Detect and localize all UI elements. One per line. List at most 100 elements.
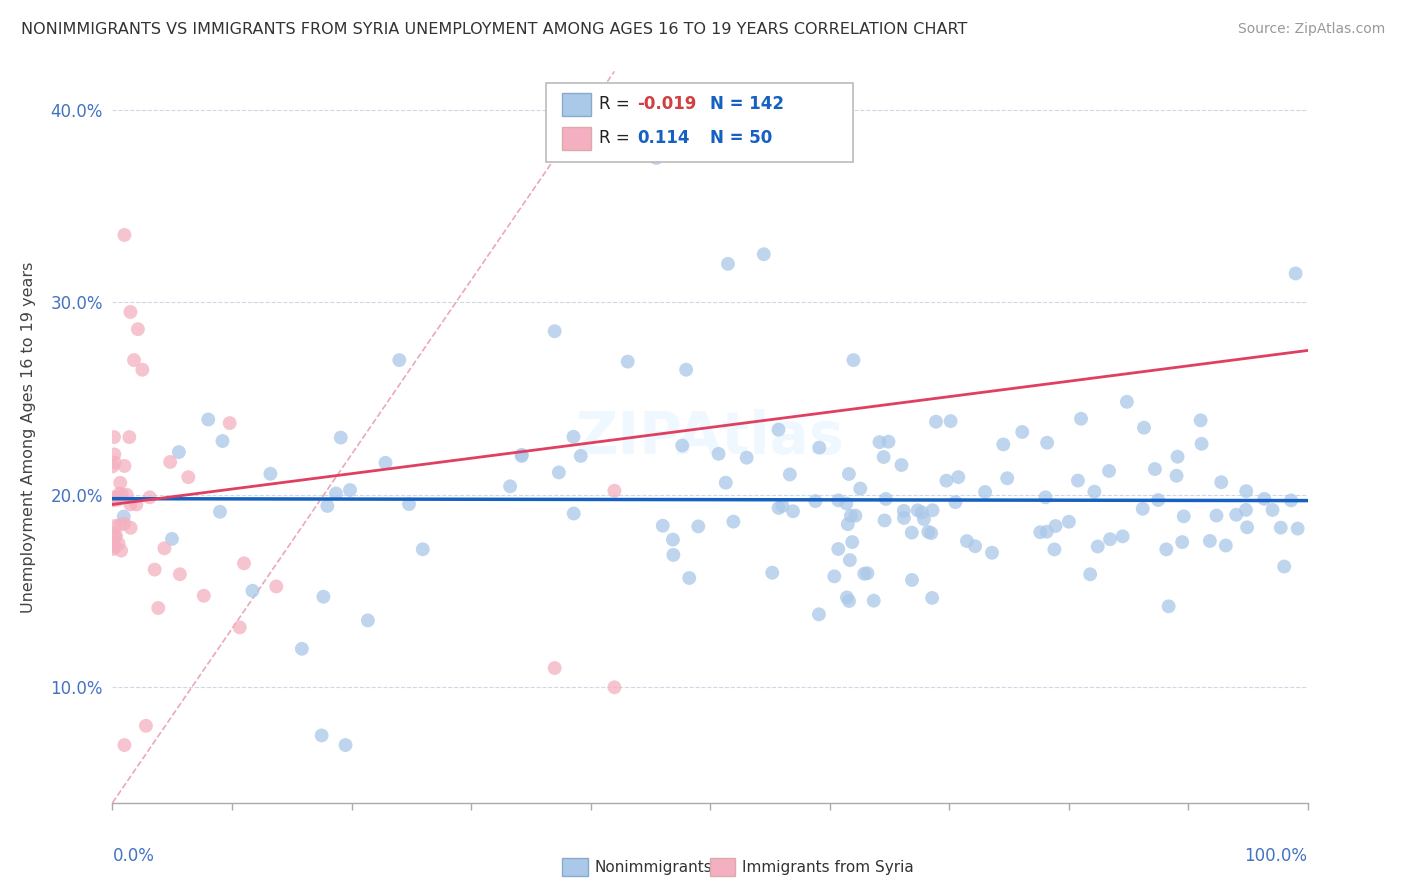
Point xyxy=(1036,435,1059,450)
Point xyxy=(108,486,131,500)
Point xyxy=(1279,493,1302,508)
Point xyxy=(1070,411,1092,425)
Text: 0.114: 0.114 xyxy=(637,129,689,147)
Text: R =: R = xyxy=(599,95,636,113)
Point xyxy=(110,475,132,490)
Point xyxy=(1211,475,1233,490)
Point xyxy=(901,573,924,587)
Point xyxy=(678,571,700,585)
Point xyxy=(723,515,745,529)
Point xyxy=(907,503,929,517)
Point xyxy=(893,511,915,525)
Point xyxy=(335,738,357,752)
Point xyxy=(1236,520,1258,534)
Point xyxy=(900,525,922,540)
Point xyxy=(259,467,281,481)
Point xyxy=(135,719,157,733)
Point xyxy=(104,540,127,554)
Point xyxy=(562,430,585,444)
Point xyxy=(838,594,860,608)
Point xyxy=(1067,474,1090,488)
Point xyxy=(148,601,170,615)
Point xyxy=(101,493,124,508)
Point xyxy=(143,563,166,577)
Point xyxy=(779,467,801,482)
Point xyxy=(1098,464,1121,478)
Text: 100.0%: 100.0% xyxy=(1244,847,1308,864)
Point xyxy=(735,450,758,465)
Point xyxy=(752,247,775,261)
Text: Nonimmigrants: Nonimmigrants xyxy=(595,860,713,874)
Point xyxy=(114,738,135,752)
Point xyxy=(1272,559,1295,574)
Point xyxy=(105,491,128,505)
Point xyxy=(945,495,967,509)
Point xyxy=(844,508,866,523)
Point xyxy=(921,503,943,517)
Point xyxy=(827,541,849,556)
Point xyxy=(869,435,891,450)
Point xyxy=(218,416,240,430)
Point xyxy=(1205,508,1227,523)
Point xyxy=(131,362,153,376)
Point xyxy=(921,591,943,605)
Point xyxy=(808,441,831,455)
Point xyxy=(782,504,804,518)
Point xyxy=(761,566,783,580)
Point xyxy=(835,591,858,605)
Point xyxy=(1234,484,1257,499)
Point xyxy=(125,498,148,512)
Point xyxy=(807,607,830,622)
Point xyxy=(104,529,127,543)
Point xyxy=(211,434,233,448)
Point xyxy=(707,447,730,461)
Point xyxy=(853,566,876,581)
Point xyxy=(101,526,124,541)
Point xyxy=(841,535,863,549)
Point xyxy=(104,519,127,533)
Point xyxy=(688,519,710,533)
Point xyxy=(717,257,740,271)
Point xyxy=(981,546,1004,560)
Point xyxy=(1029,525,1052,540)
Point xyxy=(911,505,934,519)
Point xyxy=(311,728,333,742)
Point xyxy=(651,518,673,533)
Point xyxy=(1115,395,1137,409)
Point xyxy=(1035,524,1057,539)
Point xyxy=(1171,535,1194,549)
Point xyxy=(837,517,859,532)
Point xyxy=(1173,509,1195,524)
Point xyxy=(101,538,124,552)
Point xyxy=(122,353,145,368)
Point xyxy=(873,450,896,464)
Point xyxy=(856,566,879,581)
Point xyxy=(291,641,314,656)
Point xyxy=(1057,515,1080,529)
Point xyxy=(1157,599,1180,614)
Point xyxy=(104,529,127,543)
Point xyxy=(118,430,141,444)
Point xyxy=(159,455,181,469)
Point xyxy=(193,589,215,603)
Point xyxy=(412,542,434,557)
Point xyxy=(114,516,135,531)
Point xyxy=(107,492,129,507)
Point xyxy=(197,412,219,426)
Text: -0.019: -0.019 xyxy=(637,95,696,113)
Point xyxy=(1147,493,1170,508)
Text: N = 50: N = 50 xyxy=(710,129,772,147)
Point xyxy=(1191,437,1213,451)
Point xyxy=(917,524,939,539)
Point xyxy=(120,305,142,319)
Point xyxy=(1198,533,1220,548)
Point xyxy=(103,430,125,444)
Point xyxy=(107,536,129,550)
Point xyxy=(264,579,287,593)
Point xyxy=(995,471,1018,485)
Point xyxy=(875,491,897,506)
Point xyxy=(939,414,962,428)
Point xyxy=(877,434,900,449)
Point xyxy=(1261,503,1284,517)
Point xyxy=(208,505,231,519)
